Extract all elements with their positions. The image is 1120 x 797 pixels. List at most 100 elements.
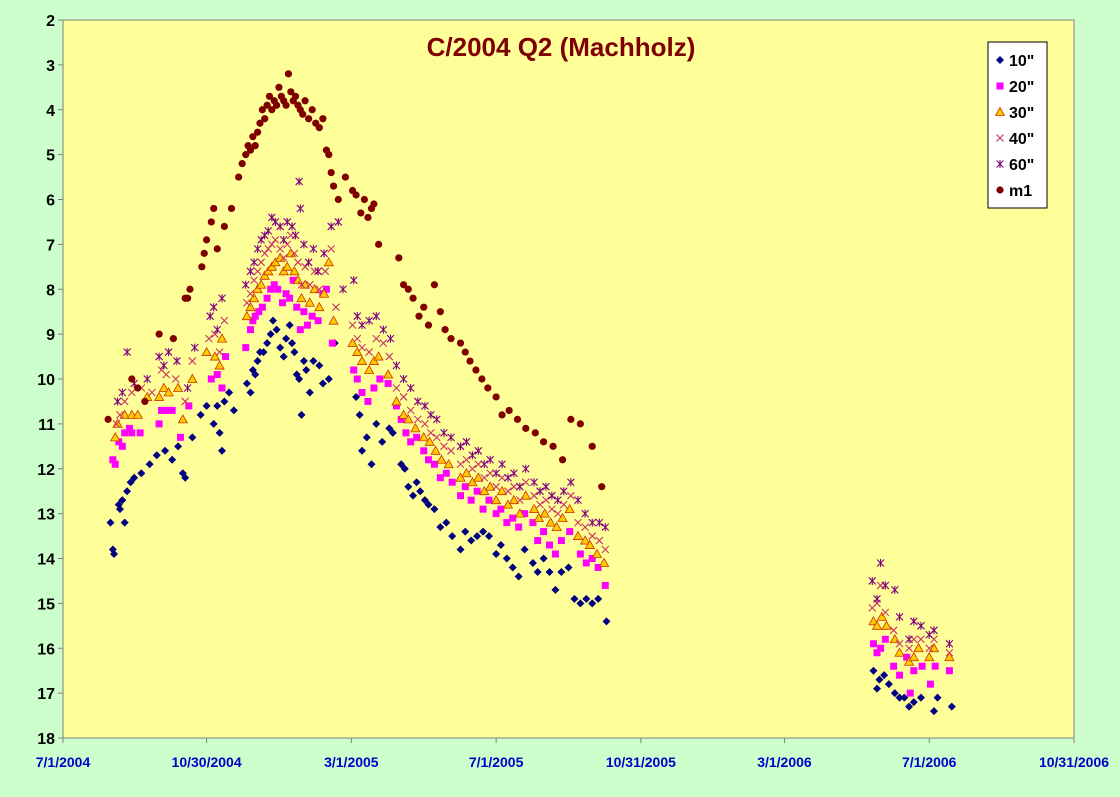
data-point	[873, 594, 881, 603]
x-tick-label: 7/1/2004	[36, 754, 91, 770]
data-point	[576, 599, 585, 608]
data-point	[324, 375, 333, 383]
data-point	[447, 433, 455, 442]
data-point	[505, 406, 513, 415]
data-point	[289, 276, 297, 284]
data-point	[198, 263, 206, 271]
data-point	[880, 671, 889, 680]
data-point	[222, 353, 230, 361]
data-point	[399, 393, 408, 401]
data-point	[276, 244, 285, 253]
data-point	[456, 545, 465, 554]
data-point	[207, 218, 215, 226]
data-point	[468, 464, 477, 473]
data-point	[152, 451, 161, 460]
data-point	[339, 285, 347, 294]
data-point	[436, 308, 444, 316]
data-point	[323, 257, 334, 267]
data-point	[881, 581, 890, 590]
data-point	[448, 478, 456, 486]
data-point	[207, 375, 215, 383]
data-point	[533, 567, 542, 576]
data-point	[547, 491, 556, 500]
data-point	[305, 388, 314, 397]
data-point	[113, 397, 122, 406]
data-point	[382, 369, 394, 379]
data-point	[259, 270, 270, 280]
data-point	[251, 370, 260, 379]
data-point	[595, 536, 604, 545]
data-point	[510, 469, 518, 478]
data-point	[213, 371, 221, 379]
data-point	[479, 505, 487, 513]
data-point	[327, 222, 336, 231]
data-point	[375, 240, 383, 248]
data-point	[473, 472, 484, 482]
data-point	[255, 308, 263, 316]
data-point	[296, 326, 304, 334]
data-point	[257, 235, 266, 244]
data-point	[503, 519, 511, 527]
data-point	[209, 303, 218, 312]
data-point	[581, 509, 590, 518]
data-point	[890, 662, 898, 670]
data-point	[123, 487, 132, 496]
data-point	[242, 344, 250, 352]
data-point	[252, 283, 263, 294]
series-0	[106, 316, 956, 716]
data-point	[327, 168, 335, 177]
data-point	[254, 128, 262, 136]
data-point	[564, 503, 575, 514]
data-point	[456, 460, 465, 469]
data-point	[584, 539, 596, 549]
data-point	[890, 689, 899, 698]
y-tick-label: 4	[46, 103, 55, 120]
data-point	[591, 548, 603, 558]
data-point	[916, 693, 925, 702]
data-point	[130, 473, 139, 482]
data-point	[598, 483, 606, 491]
data-point	[110, 432, 121, 442]
data-point	[441, 326, 449, 334]
data-point	[530, 491, 538, 500]
data-point	[279, 352, 288, 361]
data-point	[455, 472, 466, 482]
data-point	[304, 297, 316, 307]
data-point	[270, 257, 281, 267]
data-point	[372, 419, 381, 428]
data-point	[409, 491, 418, 500]
data-point	[372, 312, 381, 321]
data-point	[399, 281, 408, 289]
data-point	[424, 456, 432, 464]
data-point	[504, 473, 512, 482]
data-point	[246, 267, 255, 276]
data-point	[877, 644, 885, 652]
data-point	[332, 303, 340, 312]
data-point	[376, 375, 384, 383]
data-point	[536, 500, 544, 509]
data-point	[498, 411, 506, 419]
data-point	[268, 106, 276, 114]
data-point	[945, 639, 954, 648]
data-point	[497, 505, 505, 513]
data-point	[172, 382, 184, 392]
data-point	[510, 482, 518, 491]
data-point	[319, 115, 327, 123]
data-point	[168, 406, 176, 414]
y-tick-label: 9	[46, 327, 55, 344]
data-point	[220, 397, 229, 406]
series-3	[112, 231, 954, 657]
data-point	[218, 294, 226, 303]
data-point	[881, 635, 889, 643]
data-point	[917, 621, 925, 630]
data-point	[553, 509, 562, 518]
data-point	[474, 446, 483, 455]
y-tick-label: 17	[37, 686, 55, 703]
data-point	[557, 512, 568, 523]
data-point	[276, 222, 285, 231]
data-point	[601, 581, 609, 589]
data-point	[905, 644, 913, 653]
data-point	[315, 285, 324, 294]
data-point	[206, 312, 215, 321]
